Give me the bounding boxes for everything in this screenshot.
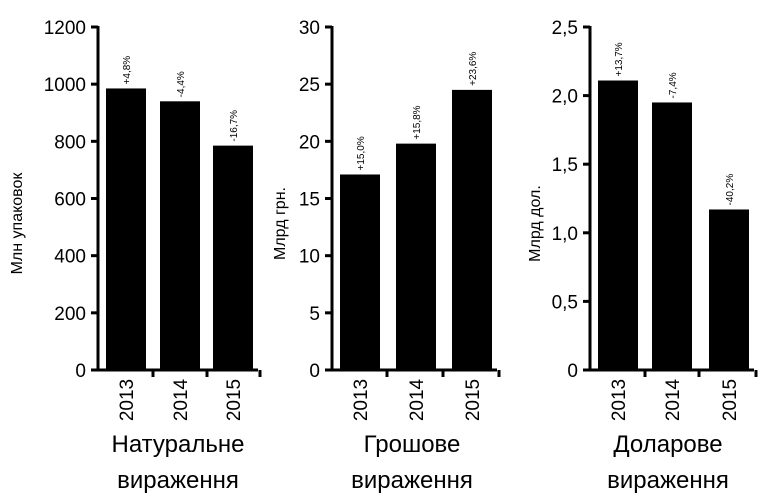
y-tick-label: 15 [299, 190, 320, 211]
bar-2013 [106, 88, 146, 371]
y-tick-label: 0 [75, 361, 86, 382]
data-label-2013: +4,8% [122, 56, 133, 85]
x-tick-label-2014: 2014 [663, 378, 684, 421]
y-tick-label: 600 [54, 190, 86, 211]
y-tick-label: 1,5 [552, 155, 578, 176]
chart-caption-line2-1: вираження [117, 467, 239, 494]
x-tick-label-2013: 2013 [117, 379, 138, 421]
x-tick-label-2015: 2015 [720, 379, 741, 421]
y-tick-label: 0 [309, 361, 320, 382]
data-label-2014: -4,4% [176, 71, 187, 97]
chart-caption-line2-2: вираження [351, 467, 473, 494]
y-tick-label: 20 [299, 132, 320, 153]
chart-caption-line1-1: Натуральне [112, 431, 245, 458]
x-tick-label-2014: 2014 [171, 378, 192, 421]
y-tick-label: 400 [54, 247, 86, 268]
x-tick-label-2013: 2013 [609, 379, 630, 421]
y-tick-label: 2,0 [552, 87, 578, 108]
y-tick-label: 0,5 [552, 292, 578, 313]
y-tick-label: 0 [567, 361, 578, 382]
data-label-2015: -40,2% [725, 174, 736, 206]
bar-2015 [213, 145, 253, 370]
chart-caption-line1-2: Грошове [364, 431, 461, 458]
y-tick-label: 800 [54, 132, 86, 153]
chart-caption-line1-3: Доларове [613, 431, 722, 458]
bar-2015 [709, 209, 749, 370]
y-tick-label: 200 [54, 304, 86, 325]
y-tick-label: 1,0 [552, 224, 578, 245]
y-tick-label: 1000 [44, 75, 86, 96]
bar-2014 [396, 143, 436, 370]
x-tick-label-2015: 2015 [224, 379, 245, 421]
bar-2015 [452, 89, 492, 370]
y-tick-label: 5 [309, 304, 320, 325]
y-tick-label: 25 [299, 75, 320, 96]
data-label-2014: +15,8% [412, 105, 423, 139]
x-tick-label-2013: 2013 [351, 379, 372, 421]
y-tick-label: 30 [299, 18, 320, 39]
y-tick-label: 1200 [44, 18, 86, 39]
data-label-2015: +23,6% [468, 52, 479, 86]
x-tick-label-2014: 2014 [407, 378, 428, 421]
bar-2013 [598, 80, 638, 371]
data-label-2015: -16,7% [229, 110, 240, 142]
y-axis-title-1: Млн упаковок [9, 172, 26, 275]
data-label-2013: +13,7% [614, 42, 625, 76]
bar-2014 [652, 102, 692, 371]
y-tick-label: 2,5 [552, 18, 578, 39]
x-tick-label-2015: 2015 [463, 379, 484, 421]
bar-2014 [160, 101, 200, 371]
data-label-2013: +15,0% [356, 136, 367, 170]
data-label-2014: -7,4% [668, 72, 679, 98]
y-axis-title-2: Млрд грн. [272, 187, 289, 260]
bar-2013 [340, 174, 380, 370]
chart-caption-line2-3: вираження [607, 467, 729, 494]
y-axis-title-3: Млрд дол. [527, 185, 544, 262]
y-tick-label: 10 [299, 247, 320, 268]
